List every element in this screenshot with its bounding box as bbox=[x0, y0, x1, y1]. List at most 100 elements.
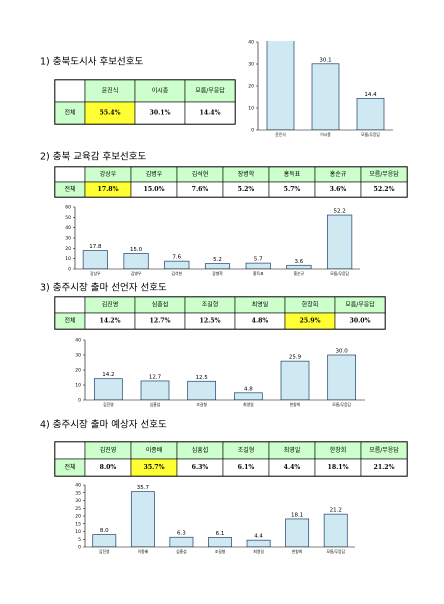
value-text: 17.8% bbox=[98, 186, 119, 193]
y-tick-label: 5 bbox=[78, 537, 81, 543]
chart: 0 10 20 30 40 50 60 17.8 15.0 7.6 5.2 5.7 3.6 52.2 강상우… bbox=[65, 205, 360, 276]
header-text: 심흥섭 bbox=[152, 301, 169, 309]
bar bbox=[280, 360, 310, 400]
header-text: 이시종 bbox=[152, 87, 169, 95]
header-text: 김석현 bbox=[192, 170, 209, 178]
data-label: 12.5 bbox=[196, 375, 209, 381]
value-text: 5.7% bbox=[284, 186, 301, 193]
data-label: 15.0 bbox=[130, 247, 143, 253]
value-text: 14.4% bbox=[200, 110, 221, 117]
y-tick-label: 50 bbox=[65, 215, 71, 221]
x-tick-label: 조길형 bbox=[215, 549, 226, 554]
y-tick-label: 40 bbox=[65, 225, 71, 231]
data-label: 30.1 bbox=[319, 57, 331, 63]
value-text: 18.1% bbox=[328, 464, 349, 471]
data-label: 35.7 bbox=[137, 485, 150, 491]
y-tick-label: 10 bbox=[75, 529, 81, 535]
x-tick-label: 김석현 bbox=[172, 271, 183, 276]
data-label: 4.4 bbox=[254, 534, 263, 540]
x-tick-label: 홍득표 bbox=[253, 271, 264, 276]
bar bbox=[327, 214, 353, 269]
data-label: 17.8 bbox=[89, 244, 102, 250]
value-text: 52.2% bbox=[374, 186, 395, 193]
header-text: 홍순규 bbox=[330, 170, 347, 178]
row-label: 전체 bbox=[64, 109, 75, 117]
y-tick-label: 20 bbox=[75, 514, 81, 520]
value-cell bbox=[334, 312, 386, 330]
value-text: 30.0% bbox=[350, 318, 371, 325]
header-text: 최영일 bbox=[284, 446, 301, 454]
data-label: 3.6 bbox=[295, 259, 304, 265]
data-label: 18.1 bbox=[291, 512, 303, 518]
y-tick-label: 20 bbox=[65, 246, 71, 252]
header-text: 이종배 bbox=[146, 446, 163, 454]
x-tick-label: 김진영 bbox=[99, 549, 110, 554]
row-label: 전체 bbox=[64, 317, 75, 325]
bar bbox=[246, 539, 271, 547]
y-tick-label: 10 bbox=[75, 383, 81, 389]
y-tick-label: 30 bbox=[75, 498, 81, 504]
header-text: 최영일 bbox=[252, 301, 269, 309]
data-label: 30.0 bbox=[336, 349, 349, 355]
bar bbox=[123, 253, 149, 269]
bar bbox=[204, 263, 231, 269]
value-cell bbox=[360, 181, 408, 198]
value-text: 6.3% bbox=[192, 464, 209, 471]
data-label: 8.0 bbox=[100, 528, 109, 534]
x-tick-label: 모름/무응답 bbox=[330, 271, 349, 276]
x-tick-label: 심흥섭 bbox=[150, 402, 160, 407]
table: 전체 윤진식 55.4% 이시종 30.1% 모름/무응답 14.4% bbox=[54, 79, 236, 125]
x-tick-label: 강상우 bbox=[90, 271, 101, 276]
data-label: 7.6 bbox=[172, 255, 181, 261]
header-text: 김진영 bbox=[100, 446, 117, 454]
header-text: 모름/무응답 bbox=[369, 171, 399, 178]
chart: 0 10 20 30 40 14.2 12.7 12.5 4.8 25.9 30.0 김진영 심흥섭 조길… bbox=[75, 338, 365, 407]
y-tick-label: 25 bbox=[75, 506, 81, 512]
value-text: 30.1% bbox=[150, 110, 171, 117]
corner-cell bbox=[54, 166, 86, 183]
x-tick-label: 모름/무응답 bbox=[332, 402, 351, 407]
table: 전체 김진영 14.2% 심흥섭 12.7% 조길형 12.5% 최영일 4.8% 한창희 25.9… bbox=[54, 296, 386, 330]
y-tick-label: 0 bbox=[78, 545, 81, 551]
y-tick-label: 20 bbox=[248, 84, 254, 90]
data-label: 6.3 bbox=[177, 531, 186, 537]
x-tick-label: 모름/무응답 bbox=[326, 549, 345, 554]
y-tick-label: 0 bbox=[68, 267, 71, 273]
x-tick-label: 윤진식 bbox=[275, 132, 285, 137]
corner-cell bbox=[54, 79, 86, 103]
data-label: 55.4 bbox=[274, 2, 287, 8]
bar bbox=[92, 534, 117, 547]
header-text: 조길형 bbox=[238, 446, 255, 454]
section-title: 4) 충주시장 출마 예상자 선호도 bbox=[40, 420, 167, 431]
data-label: 4.8 bbox=[244, 386, 253, 392]
value-text: 12.7% bbox=[150, 318, 171, 325]
data-label: 14.2 bbox=[102, 372, 114, 378]
bar bbox=[286, 264, 312, 269]
y-tick-label: 10 bbox=[248, 106, 254, 112]
data-label: 5.2 bbox=[213, 257, 222, 263]
bar bbox=[187, 380, 217, 400]
bar bbox=[208, 537, 232, 547]
header-text: 한창희 bbox=[302, 301, 319, 309]
header-text: 김병우 bbox=[146, 170, 163, 178]
header-text: 모름/무응답 bbox=[369, 447, 399, 454]
bar bbox=[93, 378, 123, 400]
value-text: 35.7% bbox=[144, 464, 165, 471]
corner-cell bbox=[54, 296, 86, 314]
y-tick-label: 30 bbox=[75, 353, 81, 359]
bar bbox=[82, 250, 108, 269]
data-label: 21.2 bbox=[330, 508, 342, 514]
header-text: 장병학 bbox=[238, 170, 255, 178]
value-text: 4.4% bbox=[284, 464, 301, 471]
value-text: 6.1% bbox=[238, 464, 255, 471]
section-title: 3) 충주시장 출마 선언자 선호도 bbox=[40, 282, 167, 294]
table: 전체 김진영 8.0% 이종배 35.7% 심흥섭 6.3% 조길형 6.1% 최영일 4.4% 한창… bbox=[54, 441, 408, 477]
x-tick-label: 최영일 bbox=[253, 549, 264, 554]
x-tick-label: 이종배 bbox=[138, 549, 149, 554]
x-tick-label: 장병학 bbox=[212, 271, 223, 276]
bar bbox=[323, 513, 348, 547]
corner-cell bbox=[54, 441, 86, 460]
header-text: 강상우 bbox=[100, 170, 117, 178]
data-label: 14.4 bbox=[364, 92, 377, 98]
